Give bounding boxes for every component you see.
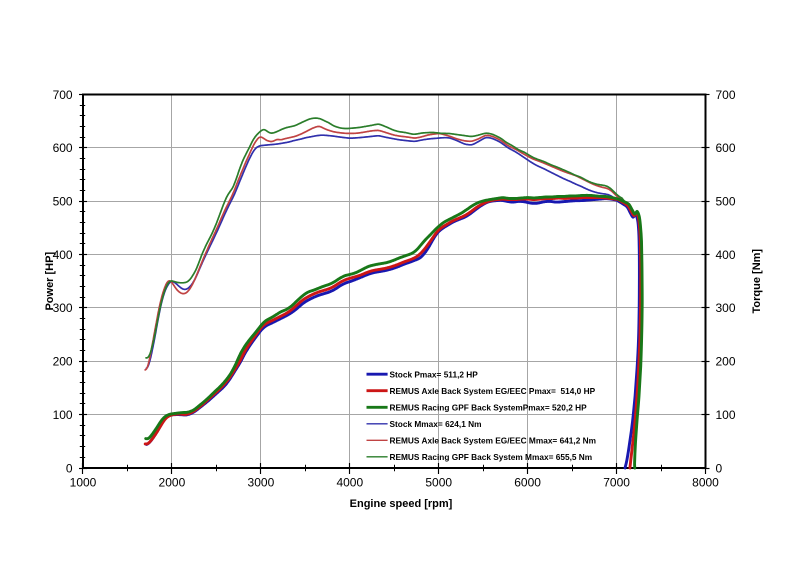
svg-text:700: 700 (716, 88, 736, 102)
svg-text:8000: 8000 (692, 476, 719, 490)
svg-text:500: 500 (53, 195, 73, 209)
svg-text:1000: 1000 (70, 476, 97, 490)
svg-text:200: 200 (53, 355, 73, 369)
svg-text:700: 700 (53, 88, 73, 102)
svg-text:300: 300 (53, 301, 73, 315)
svg-text:REMUS Racing GPF Back System M: REMUS Racing GPF Back System Mmax= 655,5… (390, 452, 593, 462)
svg-text:3000: 3000 (248, 476, 275, 490)
svg-text:0: 0 (66, 461, 73, 475)
svg-text:6000: 6000 (514, 476, 541, 490)
svg-text:100: 100 (53, 408, 73, 422)
svg-text:4000: 4000 (336, 476, 363, 490)
svg-text:200: 200 (716, 355, 736, 369)
svg-text:600: 600 (53, 141, 73, 155)
svg-text:Power [HP]: Power [HP] (44, 252, 56, 311)
svg-text:500: 500 (716, 195, 736, 209)
svg-text:2000: 2000 (159, 476, 186, 490)
svg-text:400: 400 (53, 248, 73, 262)
svg-text:7000: 7000 (603, 476, 630, 490)
svg-text:100: 100 (716, 408, 736, 422)
svg-text:5000: 5000 (425, 476, 452, 490)
svg-text:Stock Mmax= 624,1 Nm: Stock Mmax= 624,1 Nm (390, 419, 482, 429)
svg-text:300: 300 (716, 301, 736, 315)
svg-text:Torque [Nm]: Torque [Nm] (751, 249, 763, 314)
svg-text:REMUS Axle Back System EG/EEC: REMUS Axle Back System EG/EEC Mmax= 641,… (390, 435, 597, 445)
svg-text:Stock Pmax= 511,2 HP: Stock Pmax= 511,2 HP (390, 369, 479, 379)
svg-text:Engine speed [rpm]: Engine speed [rpm] (350, 498, 453, 510)
svg-text:400: 400 (716, 248, 736, 262)
svg-text:REMUS Axle Back System EG/EEC: REMUS Axle Back System EG/EEC Pmax= 514,… (390, 386, 596, 396)
svg-text:600: 600 (716, 141, 736, 155)
svg-text:REMUS Racing GPF Back SystemPm: REMUS Racing GPF Back SystemPmax= 520,2 … (390, 402, 588, 412)
svg-text:0: 0 (716, 461, 723, 475)
